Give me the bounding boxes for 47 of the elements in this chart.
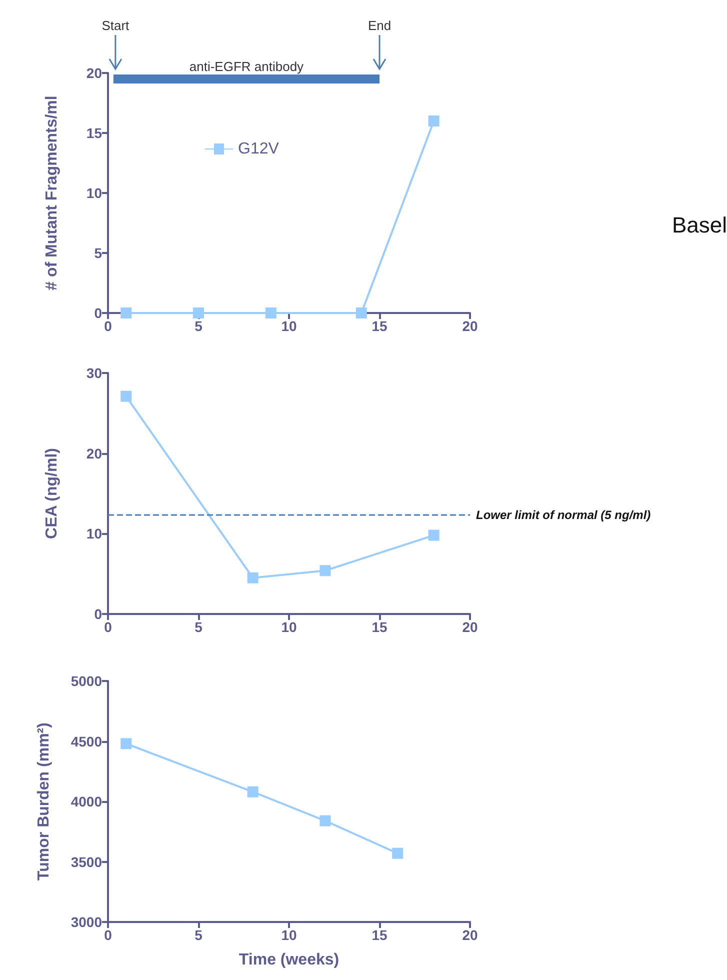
point [247, 786, 258, 798]
x-tick-label: 15 [372, 318, 388, 334]
point [320, 565, 331, 576]
y-tick-label: 10 [86, 185, 102, 201]
y-tick-label: 0 [94, 606, 102, 622]
point [120, 390, 132, 402]
y-axis-title: CEA (ng/ml) [44, 448, 60, 539]
y-axis-title: Tumor Burden (mm²) [36, 722, 52, 880]
y-tick-label: 20 [86, 445, 102, 462]
y-tick-label: 15 [86, 125, 102, 141]
ref-line-label: Lower limit of normal (5 ng/ml) [476, 508, 651, 522]
y-tick-label: 5000 [70, 673, 102, 689]
x-tick-label: 20 [462, 927, 478, 943]
y-tick-label: 5 [94, 245, 102, 261]
y-tick-label: 3500 [70, 854, 102, 870]
y-tick-label: 4500 [70, 733, 102, 750]
text: Start [102, 18, 130, 33]
x-tick-label: 20 [462, 619, 478, 635]
y-tick-label: 0 [94, 305, 102, 321]
x-tick-label: 0 [104, 619, 112, 635]
series-label: anti-EGFR antibody [189, 59, 304, 74]
y-tick-label: 4000 [70, 794, 102, 810]
y-axis-title: # of Mutant Fragments/ml [44, 96, 60, 290]
x-tick-label: 10 [281, 619, 297, 635]
text: End [368, 18, 392, 33]
x-tick-label: 0 [104, 318, 112, 334]
y-tick-label: 3000 [70, 914, 102, 930]
x-axis-title: Time (weeks) [238, 952, 340, 968]
x-tick-label: 10 [281, 318, 297, 334]
y-tick-label: 10 [86, 526, 102, 542]
x-tick-label: 5 [194, 619, 203, 635]
y-tick-label: 30 [86, 365, 102, 381]
x-tick-label: 15 [372, 619, 388, 635]
y-tick-label: 20 [86, 65, 102, 81]
point [392, 848, 404, 859]
x-tick-label: 0 [104, 927, 112, 943]
point [320, 815, 331, 826]
x-tick-label: 15 [372, 927, 388, 943]
x-tick-label: 5 [194, 318, 203, 334]
point [428, 530, 440, 541]
text: Basel [672, 212, 727, 238]
x-tick-label: 20 [462, 318, 478, 334]
legend-label: G12V [238, 140, 280, 158]
point [120, 738, 132, 750]
x-tick-label: 10 [281, 927, 297, 943]
point [247, 572, 258, 584]
x-tick-label: 5 [194, 927, 203, 943]
